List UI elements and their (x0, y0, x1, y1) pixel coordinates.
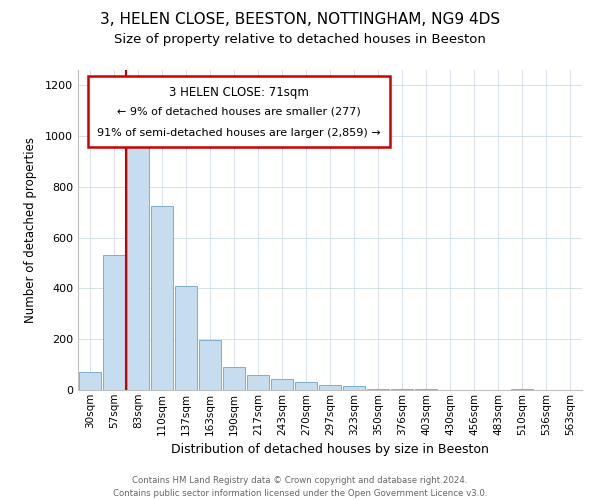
Bar (127, 136, 149, 390)
X-axis label: Distribution of detached houses by size in Beeston: Distribution of detached houses by size … (171, 443, 489, 456)
Bar (103, 256, 125, 390)
Bar (271, 378, 293, 390)
Bar (151, 206, 173, 390)
Text: 3, HELEN CLOSE, BEESTON, NOTTINGHAM, NG9 4DS: 3, HELEN CLOSE, BEESTON, NOTTINGHAM, NG9… (100, 12, 500, 28)
Text: 3 HELEN CLOSE: 71sqm: 3 HELEN CLOSE: 71sqm (169, 86, 309, 99)
Text: Size of property relative to detached houses in Beeston: Size of property relative to detached ho… (114, 32, 486, 46)
Bar (343, 386, 365, 390)
Bar (247, 375, 269, 390)
Text: ← 9% of detached houses are smaller (277): ← 9% of detached houses are smaller (277… (118, 107, 361, 117)
Bar (319, 385, 341, 390)
Bar (223, 367, 245, 390)
Bar (175, 286, 197, 390)
Bar (199, 340, 221, 390)
Bar (79, 372, 101, 390)
Bar (295, 382, 317, 390)
Text: 91% of semi-detached houses are larger (2,859) →: 91% of semi-detached houses are larger (… (97, 128, 381, 138)
Y-axis label: Number of detached properties: Number of detached properties (23, 137, 37, 323)
Bar (367, 388, 389, 390)
Text: Contains HM Land Registry data © Crown copyright and database right 2024.
Contai: Contains HM Land Registry data © Crown c… (113, 476, 487, 498)
Bar (511, 388, 533, 390)
FancyBboxPatch shape (88, 76, 391, 147)
